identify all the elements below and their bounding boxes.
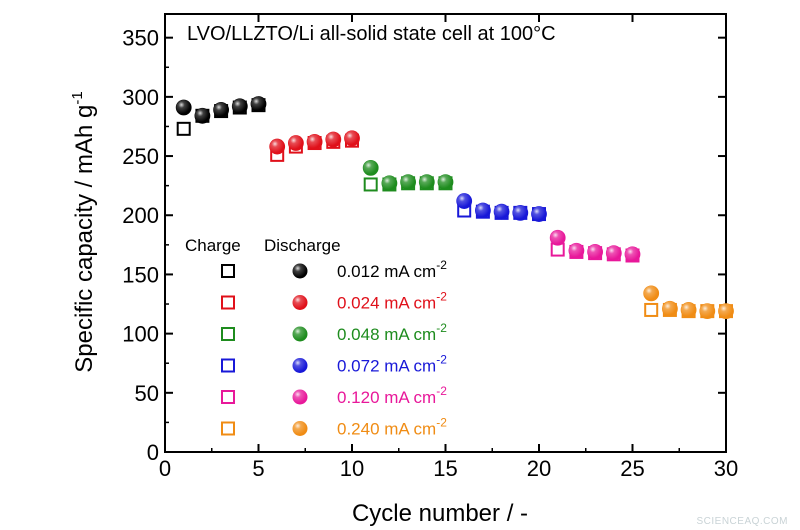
discharge-point-shine	[419, 174, 435, 190]
legend-discharge-marker-shine	[292, 263, 308, 279]
annotation-text: LVO/LLZTO/Li all-solid state cell at 100…	[187, 23, 556, 45]
legend: Charge Discharge 0.012 mA cm-2 0.024 mA cm-…	[185, 236, 447, 439]
series-4	[456, 193, 547, 222]
series-3	[362, 159, 454, 192]
y-axis-title: Specific capacity / mAh g-1	[69, 91, 98, 372]
y-tick-label: 150	[122, 262, 159, 287]
discharge-point-shine	[512, 205, 528, 221]
x-tick-label: 25	[620, 456, 644, 481]
legend-label: 0.072 mA cm-2	[337, 353, 447, 376]
discharge-point-shine	[494, 204, 510, 220]
legend-charge-marker	[221, 264, 235, 278]
discharge-point-shine	[643, 285, 659, 301]
legend-item-4: 0.072 mA cm-2	[221, 353, 447, 376]
legend-discharge-marker-shine	[292, 389, 308, 405]
y-tick-label: 200	[122, 203, 159, 228]
x-tick-label: 30	[714, 456, 738, 481]
y-tick-label: 50	[135, 381, 159, 406]
discharge-point-shine	[438, 174, 453, 190]
data-layer	[175, 96, 734, 320]
series-5	[549, 229, 641, 263]
charge-point	[644, 302, 659, 317]
legend-charge-marker	[221, 390, 235, 404]
legend-header-charge: Charge	[185, 236, 241, 255]
legend-discharge-marker-shine	[292, 358, 308, 373]
x-axis-title: Cycle number / -	[352, 500, 528, 527]
legend-label: 0.012 mA cm-2	[337, 258, 447, 281]
legend-label: 0.048 mA cm-2	[337, 321, 447, 344]
charge-point	[363, 177, 378, 192]
legend-discharge-marker-shine	[292, 295, 308, 310]
discharge-point-shine	[550, 230, 566, 246]
y-tick-label: 300	[122, 85, 159, 110]
legend-discharge-marker-shine	[292, 421, 308, 436]
legend-header-discharge: Discharge	[264, 236, 341, 255]
watermark: SCIENCEAQ.COM	[696, 516, 788, 527]
discharge-point-shine	[251, 96, 266, 112]
legend-item-5: 0.120 mA cm-2	[221, 384, 447, 407]
discharge-point-shine	[194, 108, 210, 124]
discharge-point-shine	[325, 131, 341, 147]
legend-label: 0.024 mA cm-2	[337, 290, 447, 313]
discharge-point-shine	[381, 175, 397, 191]
discharge-point-shine	[288, 135, 304, 151]
x-tick-label: 20	[527, 456, 551, 481]
y-axis-title-main: Specific capacity / mAh g	[71, 105, 98, 373]
legend-label: 0.240 mA cm-2	[337, 416, 447, 439]
legend-label: 0.120 mA cm-2	[337, 384, 447, 407]
charge-point	[176, 121, 191, 136]
series-6	[643, 285, 734, 320]
legend-item-6: 0.240 mA cm-2	[221, 416, 447, 439]
discharge-point-shine	[176, 100, 192, 116]
discharge-point-shine	[606, 245, 622, 261]
legend-discharge-marker-shine	[292, 326, 308, 342]
discharge-point-shine	[475, 203, 491, 219]
series-1	[175, 96, 267, 136]
discharge-point-shine	[213, 102, 229, 118]
y-tick-label: 350	[122, 26, 159, 51]
discharge-point-shine	[625, 246, 640, 262]
y-tick-label: 250	[122, 144, 159, 169]
discharge-point-shine	[568, 243, 584, 259]
legend-item-3: 0.048 mA cm-2	[221, 321, 447, 344]
y-axis-title-sup: -1	[69, 91, 86, 104]
discharge-point-shine	[681, 302, 697, 318]
discharge-point-shine	[307, 134, 323, 150]
x-tick-label: 5	[252, 456, 264, 481]
legend-item-1: 0.012 mA cm-2	[221, 258, 447, 281]
discharge-point-shine	[400, 174, 416, 190]
discharge-point-shine	[587, 244, 603, 260]
discharge-point-shine	[699, 303, 715, 319]
discharge-point-shine	[662, 301, 678, 317]
y-tick-label: 100	[122, 322, 159, 347]
legend-charge-marker	[221, 358, 235, 373]
x-tick-label: 10	[340, 456, 364, 481]
x-tick-label: 0	[159, 456, 171, 481]
discharge-point-shine	[269, 139, 285, 155]
series-2	[269, 130, 360, 162]
y-tick-label: 0	[147, 440, 159, 465]
legend-charge-marker	[221, 327, 235, 341]
discharge-point-shine	[363, 160, 379, 176]
discharge-point-shine	[718, 303, 734, 319]
x-tick-label: 15	[433, 456, 457, 481]
discharge-point-shine	[344, 130, 360, 146]
y-axis-title-group: Specific capacity / mAh g-1	[69, 91, 98, 372]
legend-item-2: 0.024 mA cm-2	[221, 290, 447, 313]
discharge-point-shine	[232, 98, 248, 114]
legend-charge-marker	[221, 295, 235, 310]
discharge-point-shine	[456, 193, 472, 209]
legend-charge-marker	[221, 421, 235, 436]
discharge-point-shine	[531, 206, 547, 222]
